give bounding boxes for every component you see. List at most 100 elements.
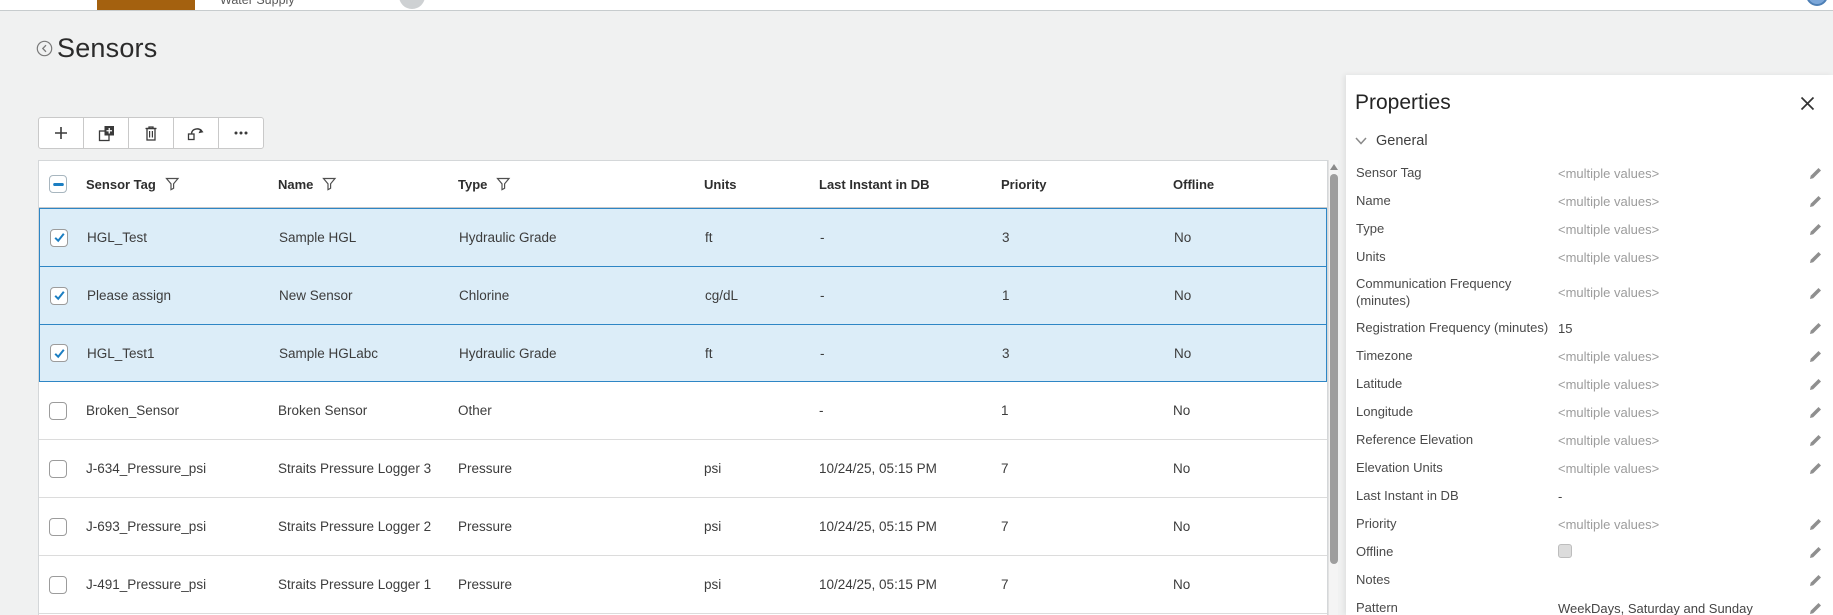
add-button[interactable] bbox=[38, 117, 84, 149]
property-row: Latitude <multiple values> bbox=[1355, 370, 1823, 398]
column-header-label: Offline bbox=[1173, 176, 1215, 192]
row-checkbox-cell bbox=[39, 575, 86, 594]
table-body: HGL_Test Sample HGL Hydraulic Grade ft -3 No P… bbox=[39, 208, 1327, 614]
column-header-label: Last Instant in DB bbox=[819, 176, 930, 192]
more-actions-button[interactable] bbox=[218, 117, 264, 149]
assign-button[interactable] bbox=[173, 117, 219, 149]
offline-checkbox[interactable] bbox=[1558, 543, 1572, 558]
table-row[interactable]: J-693_Pressure_psi Straits Pressure Logge… bbox=[39, 498, 1327, 556]
section-general[interactable]: General bbox=[1355, 127, 1823, 159]
edit-pencil-icon[interactable] bbox=[1807, 349, 1823, 363]
table-row[interactable]: J-634_Pressure_psi Straits Pressure Logge… bbox=[39, 440, 1327, 498]
cell-priority: 1 bbox=[1002, 288, 1010, 303]
cell-sensor-tag: J-491_Pressure_psi bbox=[86, 577, 207, 592]
property-row: Pattern WeekDays, Saturday and Sunday bbox=[1355, 594, 1823, 615]
edit-pencil-icon[interactable] bbox=[1807, 166, 1823, 180]
filter-icon[interactable] bbox=[322, 177, 337, 191]
edit-pencil-icon[interactable] bbox=[1807, 286, 1823, 300]
property-value: <multiple values> bbox=[1558, 432, 1660, 448]
edit-pencil-icon[interactable] bbox=[1807, 222, 1823, 236]
property-row: Sensor Tag <multiple values> bbox=[1355, 159, 1823, 187]
cell-units: psi bbox=[704, 519, 722, 534]
column-header-label: Type bbox=[458, 176, 488, 192]
edit-pencil-icon[interactable] bbox=[1807, 545, 1823, 559]
edit-pencil-icon[interactable] bbox=[1807, 194, 1823, 208]
user-avatar[interactable] bbox=[399, 0, 425, 9]
edit-pencil-icon[interactable] bbox=[1807, 377, 1823, 391]
column-header-label: Name bbox=[278, 176, 314, 192]
edit-pencil-icon[interactable] bbox=[1807, 601, 1823, 615]
section-general-label: General bbox=[1376, 133, 1428, 149]
column-header-name: Name bbox=[278, 177, 458, 192]
property-value bbox=[1558, 543, 1807, 561]
account-avatar[interactable] bbox=[1806, 0, 1828, 6]
edit-pencil-icon[interactable] bbox=[1807, 517, 1823, 531]
cell-units: cg/dL bbox=[705, 288, 739, 303]
edit-pencil-icon[interactable] bbox=[1807, 461, 1823, 475]
row-checkbox[interactable] bbox=[49, 517, 67, 536]
delete-button[interactable] bbox=[128, 117, 174, 149]
scrollbar-up-arrow-icon[interactable] bbox=[1330, 164, 1338, 170]
table-row[interactable]: HGL_Test1 Sample HGLabc Hydraulic Grade ft -… bbox=[39, 324, 1327, 382]
cell-last-instant: - bbox=[820, 288, 825, 303]
row-checkbox[interactable] bbox=[50, 228, 68, 247]
cell-units: ft bbox=[705, 345, 713, 361]
property-row: Priority <multiple values> bbox=[1355, 510, 1823, 538]
row-checkbox-cell bbox=[40, 344, 87, 362]
cell-offline: No bbox=[1173, 461, 1191, 476]
edit-pencil-icon[interactable] bbox=[1807, 573, 1823, 587]
table-row[interactable]: Please assign New Sensor Chlorine cg/dL - 1 No bbox=[39, 266, 1327, 324]
table-row[interactable]: Broken_Sensor Broken Sensor Other - 1 No bbox=[39, 382, 1327, 440]
back-icon[interactable] bbox=[36, 40, 53, 57]
page-header: Sensors bbox=[36, 33, 157, 64]
cell-priority: 3 bbox=[1002, 345, 1010, 361]
property-label: Priority bbox=[1356, 515, 1397, 531]
property-label: Name bbox=[1356, 192, 1391, 208]
row-checkbox[interactable] bbox=[49, 575, 67, 594]
table-row[interactable]: J-491_Pressure_psi Straits Pressure Logge… bbox=[39, 556, 1327, 614]
cell-last-instant: 10/24/25, 05:15 PM bbox=[819, 461, 937, 476]
row-checkbox[interactable] bbox=[50, 344, 68, 362]
active-tab[interactable] bbox=[97, 0, 195, 10]
cell-units: psi bbox=[704, 577, 722, 592]
row-checkbox-cell bbox=[40, 286, 87, 305]
row-checkbox[interactable] bbox=[49, 459, 67, 478]
table-scrollbar[interactable] bbox=[1328, 160, 1338, 615]
table-row[interactable]: HGL_Test Sample HGL Hydraulic Grade ft - 3 No bbox=[39, 208, 1327, 266]
duplicate-button[interactable] bbox=[83, 117, 129, 149]
row-checkbox[interactable] bbox=[50, 286, 68, 305]
filter-icon[interactable] bbox=[165, 177, 180, 191]
column-header-type: Type bbox=[458, 177, 704, 192]
edit-pencil-icon[interactable] bbox=[1807, 321, 1823, 335]
filter-icon[interactable] bbox=[496, 177, 511, 191]
property-row: Offline bbox=[1355, 538, 1823, 566]
cell-offline: No bbox=[1173, 403, 1191, 418]
cell-name: Broken Sensor bbox=[278, 403, 368, 418]
property-row: Communication Frequency (minutes) <multip… bbox=[1355, 271, 1823, 314]
property-value: WeekDays, Saturday and Sunday bbox=[1558, 600, 1753, 615]
top-tab-bar: Water Supply bbox=[0, 0, 1833, 11]
property-value: <multiple values> bbox=[1558, 460, 1660, 476]
edit-pencil-icon[interactable] bbox=[1807, 405, 1823, 419]
cell-priority: 3 bbox=[1002, 230, 1010, 245]
scrollbar-thumb[interactable] bbox=[1330, 174, 1338, 564]
property-label: Timezone bbox=[1356, 347, 1413, 363]
edit-pencil-icon[interactable] bbox=[1807, 433, 1823, 447]
assign-icon bbox=[187, 125, 205, 141]
edit-pencil-icon[interactable] bbox=[1807, 250, 1823, 264]
property-label: Notes bbox=[1356, 571, 1390, 587]
cell-name: Sample HGLabc bbox=[279, 345, 379, 361]
cell-sensor-tag: J-634_Pressure_psi bbox=[86, 461, 207, 476]
row-checkbox-cell bbox=[40, 228, 87, 247]
cell-type: Pressure bbox=[458, 461, 513, 476]
tab-water-supply[interactable]: Water Supply bbox=[220, 0, 295, 7]
cell-offline: No bbox=[1173, 577, 1191, 592]
select-all-checkbox[interactable] bbox=[49, 175, 67, 193]
property-row: Longitude <multiple values> bbox=[1355, 398, 1823, 426]
property-label: Registration Frequency (minutes) bbox=[1356, 319, 1549, 335]
cell-type: Hydraulic Grade bbox=[459, 230, 557, 245]
cell-name: Straits Pressure Logger 1 bbox=[278, 577, 432, 592]
properties-panel: Properties General Sensor Tag <multiple v… bbox=[1346, 75, 1833, 615]
close-icon[interactable] bbox=[1796, 92, 1819, 115]
row-checkbox[interactable] bbox=[49, 401, 67, 420]
